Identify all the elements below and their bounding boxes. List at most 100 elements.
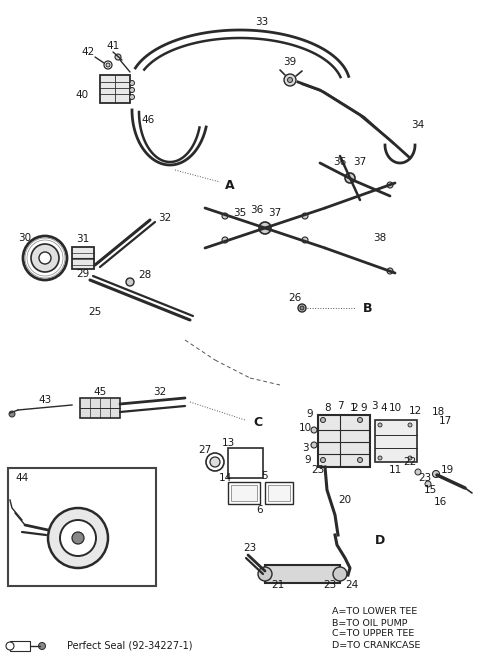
Text: 19: 19 [440,465,454,475]
Circle shape [378,423,382,427]
Text: 32: 32 [154,387,166,397]
Circle shape [408,423,412,427]
Circle shape [345,173,355,183]
Circle shape [126,278,134,286]
Circle shape [38,643,46,649]
Bar [268,485,290,501]
Text: A=TO LOWER TEE: A=TO LOWER TEE [332,608,417,616]
Text: 42: 42 [82,47,94,57]
Text: D: D [375,534,385,547]
Circle shape [206,453,224,471]
Text: A: A [225,179,235,191]
Text: 44: 44 [16,473,28,483]
Circle shape [210,457,220,467]
Bar [265,565,340,583]
Text: 30: 30 [18,233,32,243]
Circle shape [311,442,317,448]
Circle shape [130,95,134,99]
Bar [72,247,94,269]
Circle shape [115,54,121,60]
Text: 2: 2 [352,403,358,413]
Text: D=TO CRANKCASE: D=TO CRANKCASE [332,641,420,649]
Text: C: C [254,416,262,428]
Text: 9: 9 [306,409,314,419]
Text: 39: 39 [284,57,296,67]
Circle shape [425,481,431,487]
Text: 8: 8 [324,403,332,413]
Text: 11: 11 [388,465,402,475]
Text: 18: 18 [432,407,444,417]
Circle shape [387,182,393,188]
Text: 33: 33 [256,17,268,27]
Text: 46: 46 [142,115,154,125]
Circle shape [48,508,108,568]
Text: 9: 9 [360,403,368,413]
Text: 37: 37 [268,208,281,218]
Text: 17: 17 [438,416,452,426]
Bar [10,641,30,651]
Text: 15: 15 [424,485,436,495]
Circle shape [23,236,67,280]
Circle shape [288,77,292,83]
Text: 36: 36 [250,205,264,215]
Text: 26: 26 [288,293,302,303]
Text: 6: 6 [256,505,264,515]
Bar [228,448,263,478]
Bar [100,75,130,103]
Text: B: B [363,301,373,314]
Text: B=TO OIL PUMP: B=TO OIL PUMP [332,618,407,628]
Text: 23: 23 [244,543,256,553]
Circle shape [320,418,326,422]
Text: 38: 38 [374,233,386,243]
Circle shape [222,213,228,219]
Circle shape [130,81,134,85]
Text: 31: 31 [76,234,90,244]
Circle shape [432,471,440,477]
Circle shape [259,222,271,234]
Text: 3: 3 [370,401,378,411]
Text: 23: 23 [324,580,336,590]
Circle shape [358,418,362,422]
Text: 16: 16 [434,497,446,507]
Bar [228,482,260,504]
Text: 41: 41 [106,41,120,51]
Circle shape [408,456,412,460]
Text: 14: 14 [218,473,232,483]
Text: 32: 32 [158,213,172,223]
Text: 20: 20 [338,495,351,505]
Circle shape [31,244,59,272]
Circle shape [6,642,14,650]
Text: 7: 7 [336,401,344,411]
Text: 4: 4 [380,403,388,413]
Circle shape [298,304,306,312]
Bar [8,468,156,586]
Text: 29: 29 [76,269,90,279]
Text: 9: 9 [304,455,312,465]
Circle shape [104,61,112,69]
Circle shape [222,237,228,243]
Circle shape [302,237,308,243]
Circle shape [284,74,296,86]
Text: 25: 25 [88,307,102,317]
Circle shape [358,457,362,463]
Text: 43: 43 [38,395,52,405]
Circle shape [106,63,110,67]
Text: 23: 23 [312,465,324,475]
Bar [265,482,293,504]
Text: 10: 10 [298,423,312,433]
Circle shape [387,268,393,274]
Text: 12: 12 [408,406,422,416]
Circle shape [320,457,326,463]
Bar [318,415,370,467]
Text: 24: 24 [346,580,358,590]
Circle shape [60,520,96,556]
Bar [375,420,417,462]
Text: Perfect Seal (92-34227-1): Perfect Seal (92-34227-1) [67,641,193,651]
Circle shape [72,532,84,544]
Circle shape [333,567,347,581]
Text: 22: 22 [404,457,416,467]
Bar [80,398,120,418]
Circle shape [300,306,304,310]
Circle shape [258,567,272,581]
Text: 23: 23 [418,473,432,483]
